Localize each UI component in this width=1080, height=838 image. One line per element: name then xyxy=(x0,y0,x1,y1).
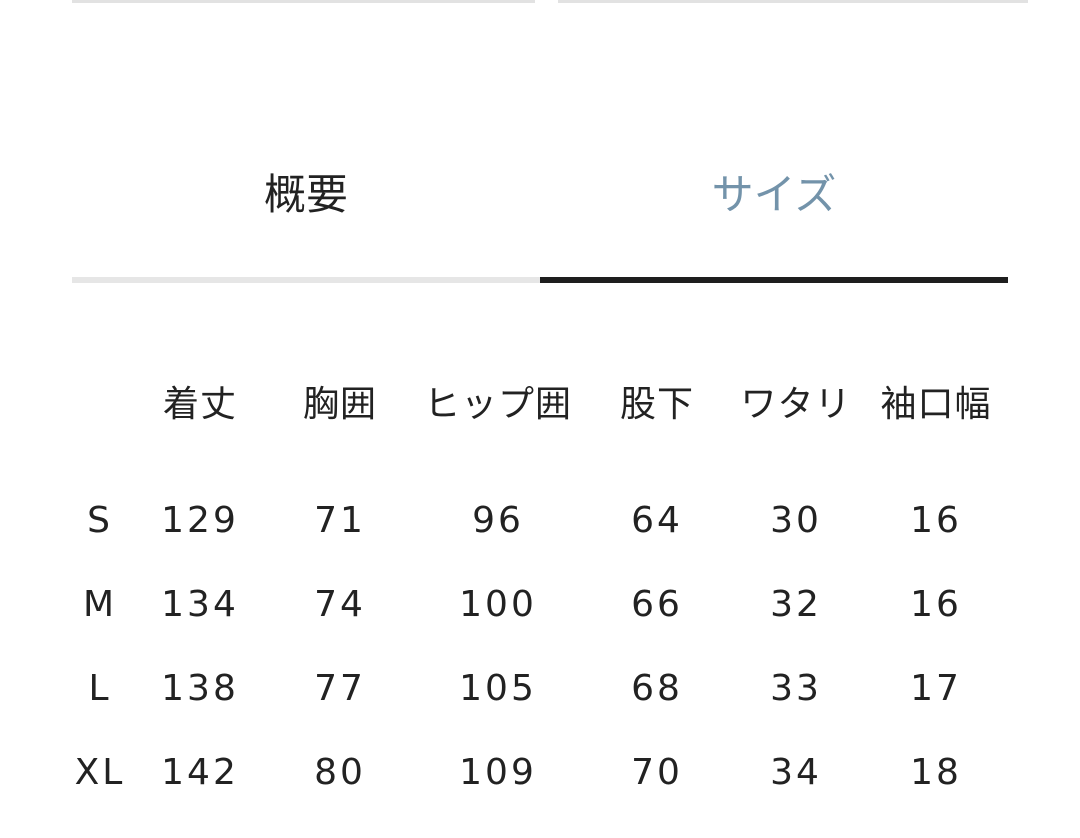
tab-size[interactable]: サイズ xyxy=(711,170,837,219)
tab-overview-underline xyxy=(72,277,540,283)
divider-left xyxy=(72,0,535,3)
column-header: 着丈 xyxy=(162,384,237,425)
table-cell: 105 xyxy=(459,668,537,709)
size-label: S xyxy=(87,500,113,541)
column-header: ワタリ xyxy=(740,384,852,425)
tab-size-underline-active xyxy=(540,277,1008,283)
table-cell: 16 xyxy=(910,500,962,541)
table-cell: 16 xyxy=(910,584,962,625)
table-cell: 17 xyxy=(910,668,962,709)
table-cell: 129 xyxy=(161,500,239,541)
table-cell: 68 xyxy=(631,668,683,709)
table-cell: 33 xyxy=(770,668,822,709)
table-cell: 80 xyxy=(314,752,366,793)
table-cell: 142 xyxy=(161,752,239,793)
table-cell: 66 xyxy=(631,584,683,625)
table-cell: 77 xyxy=(314,668,366,709)
table-cell: 70 xyxy=(631,752,683,793)
table-cell: 71 xyxy=(314,500,366,541)
size-label: XL xyxy=(74,752,126,793)
table-cell: 18 xyxy=(910,752,962,793)
table-cell: 134 xyxy=(161,584,239,625)
column-header: 袖口幅 xyxy=(880,384,992,425)
table-cell: 100 xyxy=(459,584,537,625)
column-header: 胸囲 xyxy=(302,384,377,425)
table-cell: 109 xyxy=(459,752,537,793)
table-cell: 138 xyxy=(161,668,239,709)
table-cell: 96 xyxy=(472,500,524,541)
divider-right xyxy=(558,0,1028,3)
table-cell: 30 xyxy=(770,500,822,541)
table-cell: 74 xyxy=(314,584,366,625)
tab-overview[interactable]: 概要 xyxy=(263,170,348,219)
table-cell: 34 xyxy=(770,752,822,793)
column-header: ヒップ囲 xyxy=(423,384,572,425)
size-label: L xyxy=(88,668,112,709)
table-cell: 64 xyxy=(631,500,683,541)
column-header: 股下 xyxy=(619,384,694,425)
size-label: M xyxy=(82,584,118,625)
table-cell: 32 xyxy=(770,584,822,625)
